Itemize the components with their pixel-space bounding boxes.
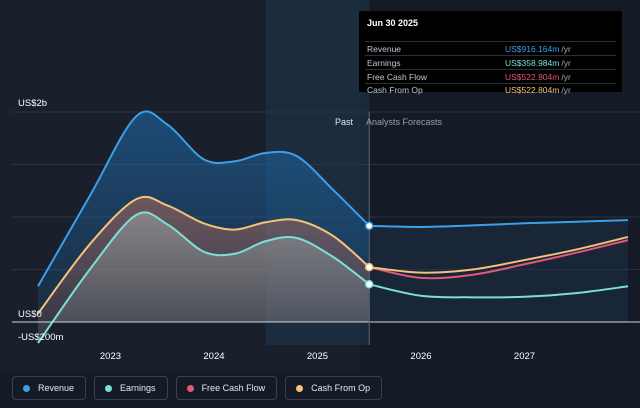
x-tick-label: 2025 xyxy=(307,351,328,362)
y-label-top: US$2b xyxy=(18,98,47,109)
tooltip: Jun 30 2025 Revenue US$916.164m/yr Earni… xyxy=(359,11,622,95)
tooltip-row-revenue: Revenue US$916.164m/yr xyxy=(365,41,616,56)
legend-label: Cash From Op xyxy=(311,383,371,393)
revenue-marker[interactable] xyxy=(364,221,374,231)
earnings-marker[interactable] xyxy=(364,280,374,289)
x-tick-label: 2024 xyxy=(203,351,224,362)
legend-item-cash-from-op[interactable]: Cash From Op xyxy=(285,376,383,400)
cash-from-op-line xyxy=(37,195,370,315)
tooltip-date: Jun 30 2025 xyxy=(367,18,419,28)
tooltip-row-cash-from-op: Cash From Op US$522.804m/yr xyxy=(365,83,616,95)
revenue-line xyxy=(37,110,370,287)
x-tick-label: 2027 xyxy=(514,351,535,362)
past-label: Past xyxy=(335,117,354,127)
earnings-line xyxy=(37,211,370,344)
legend-item-revenue[interactable]: Revenue xyxy=(12,376,87,400)
cash-from-op-marker[interactable] xyxy=(364,262,374,272)
x-tick-label: 2023 xyxy=(100,351,121,362)
legend-label: Earnings xyxy=(120,383,156,393)
tooltip-label: Earnings xyxy=(367,58,401,68)
earnings-forecast-line xyxy=(369,283,629,299)
earnings-area xyxy=(38,212,370,343)
legend-item-earnings[interactable]: Earnings xyxy=(94,376,168,400)
revenue-forecast-line xyxy=(369,219,629,228)
tooltip-value: US$522.804m/yr xyxy=(505,72,571,82)
tooltip-value: US$916.164m/yr xyxy=(505,44,571,54)
free-cash-flow-forecast-line xyxy=(369,239,629,280)
legend-dot-icon xyxy=(23,384,30,392)
cash-from-op-forecast-line xyxy=(369,235,629,274)
x-tick-label: 2026 xyxy=(410,351,431,362)
tooltip-value: US$358.984m/yr xyxy=(505,58,571,68)
legend-dot-icon xyxy=(105,384,113,392)
tooltip-label: Cash From Op xyxy=(367,85,423,95)
legend-dot-icon xyxy=(296,384,304,392)
tooltip-label: Free Cash Flow xyxy=(367,72,427,82)
legend-dot-icon xyxy=(186,384,194,392)
tooltip-row-free-cash-flow: Free Cash Flow US$522.804m/yr xyxy=(365,69,616,84)
tooltip-value: US$522.804m/yr xyxy=(505,85,571,95)
legend-label: Free Cash Flow xyxy=(201,383,266,393)
forecast-label: Analysts Forecasts xyxy=(366,117,443,127)
legend-item-free-cash-flow[interactable]: Free Cash Flow xyxy=(175,376,278,400)
chart: US$2b US$0 -US$200m Past Analysts Foreca… xyxy=(12,0,640,362)
tooltip-row-earnings: Earnings US$358.984m/yr xyxy=(365,55,616,70)
legend-label: Revenue xyxy=(38,383,75,393)
y-label-zero: US$0 xyxy=(18,309,42,320)
legend: Revenue Earnings Free Cash Flow Cash Fro… xyxy=(12,376,383,400)
y-label-bottom: -US$200m xyxy=(18,332,63,343)
tooltip-label: Revenue xyxy=(367,44,402,54)
